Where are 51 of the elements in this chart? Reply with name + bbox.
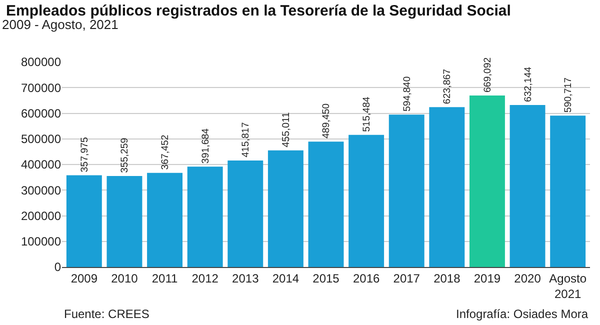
data-label: 357,975 [79, 137, 90, 172]
bar [187, 166, 223, 267]
x-tick-label: 2018 [434, 271, 461, 286]
bar [147, 172, 183, 267]
data-label: 632,144 [522, 66, 534, 102]
source-note: Fuente: CREES [64, 307, 150, 321]
y-tick-label: 400000 [20, 158, 62, 172]
data-label: 355,259 [120, 138, 131, 173]
y-tick-label: 100000 [20, 234, 62, 249]
x-tick-label: 2019 [474, 271, 501, 286]
text: Infografía: Osiades Mora [456, 307, 588, 321]
data-label: 415,817 [240, 122, 252, 158]
x-tick-label: 2011 [152, 271, 178, 286]
x-tick-label: 2015 [312, 271, 340, 286]
x-tick-label: Agosto 2021 [549, 271, 587, 301]
bar [388, 114, 424, 267]
x-tick-label: 2012 [192, 271, 219, 286]
x-tick-label: 2013 [232, 271, 260, 286]
bar [268, 150, 304, 267]
y-tick-label: 300000 [20, 183, 62, 198]
x-tick-label: 2017 [393, 271, 420, 286]
chart-title: Empleados públicos registrados en la Tesorería de la Seguridad Social [6, 2, 511, 20]
y-tick-label: 600000 [20, 106, 62, 120]
bar [429, 107, 465, 267]
y-tick-label: 500000 [20, 132, 62, 146]
data-label: 515,484 [362, 96, 373, 132]
y-tick-label: 700000 [20, 80, 62, 95]
data-label: 489,450 [321, 102, 332, 139]
bar [510, 105, 546, 267]
bar [106, 176, 142, 267]
bar [348, 134, 384, 267]
data-label: 590,717 [563, 77, 574, 113]
bar [308, 142, 344, 267]
data-label: 669,092 [482, 57, 494, 93]
bar [550, 116, 586, 267]
y-tick-label: 800000 [20, 55, 62, 70]
x-tick-label: 2010 [111, 271, 138, 286]
data-label: 391,684 [200, 128, 212, 164]
x-tick-label: 2014 [272, 271, 300, 286]
data-label: 455,011 [281, 112, 292, 148]
y-tick-label: 0 [54, 260, 62, 274]
bar [469, 96, 505, 267]
x-tick-label: 2016 [352, 271, 380, 286]
data-label: 367,452 [160, 134, 172, 170]
data-label: 623,867 [442, 68, 454, 104]
bar [66, 175, 102, 267]
data-label: 594,840 [402, 76, 413, 112]
x-tick-label: 2009 [70, 271, 98, 286]
x-tick-label: 2020 [514, 271, 542, 286]
y-tick-label: 200000 [20, 208, 62, 223]
bar [228, 160, 264, 267]
